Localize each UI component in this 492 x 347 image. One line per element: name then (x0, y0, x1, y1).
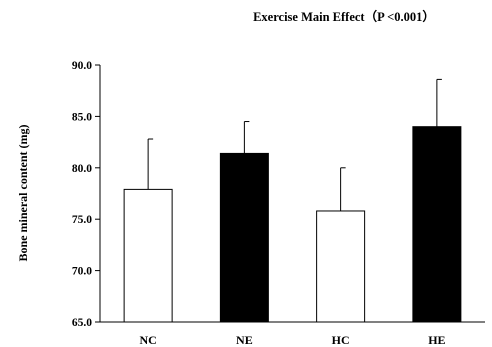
bar-he (412, 126, 462, 323)
y-tick-label: 70.0 (72, 266, 92, 278)
y-tick-label: 90.0 (72, 60, 92, 72)
bar-hc (316, 210, 366, 323)
chart-title: Exercise Main Effect（P <0.001） (253, 9, 435, 24)
y-tick-label: 80.0 (72, 163, 92, 175)
y-tick-label: 65.0 (72, 317, 92, 329)
bar-nc (123, 188, 173, 323)
bar-ne (219, 152, 269, 323)
y-tick-label: 85.0 (72, 111, 92, 123)
x-tick-label: NE (236, 333, 253, 347)
x-tick-label: HC (332, 333, 350, 347)
x-tick-label: HE (428, 333, 445, 347)
x-tick-label: NC (139, 333, 156, 347)
y-axis-label: Bone mineral content (mg) (16, 125, 30, 262)
plot-area: 65.0 70.0 75.0 80.0 85.0 90.0 NC NE HC HE (72, 60, 485, 347)
y-tick-label: 75.0 (72, 214, 92, 226)
